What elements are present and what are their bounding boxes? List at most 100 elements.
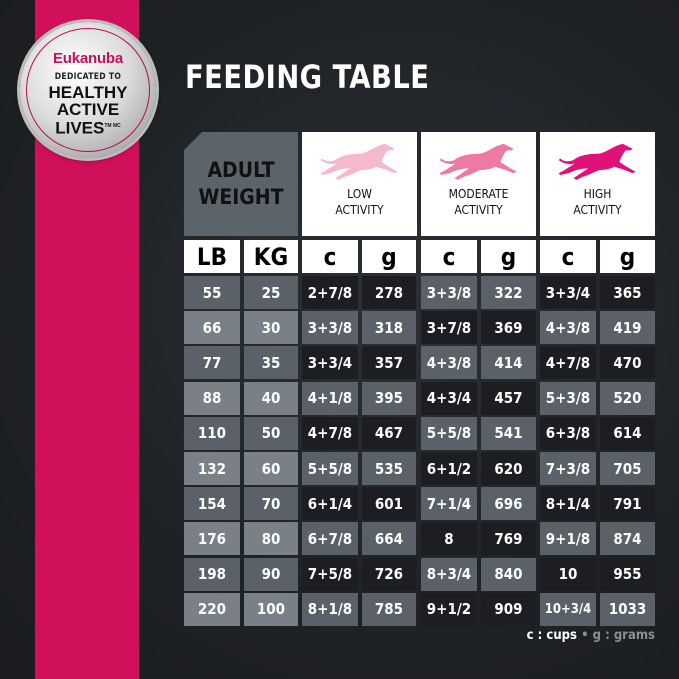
table-cell: 3+3/8 bbox=[421, 276, 477, 309]
table-cell: 4+3/4 bbox=[421, 381, 477, 415]
running-dog-icon bbox=[558, 143, 636, 180]
activity-label: LOW bbox=[347, 187, 372, 201]
table-cell: 77 bbox=[184, 346, 240, 380]
table-cell: 132 bbox=[184, 452, 240, 485]
table-cell: 467 bbox=[362, 416, 416, 450]
table-cell: 4+7/8 bbox=[302, 416, 358, 450]
table-cell: 520 bbox=[600, 381, 655, 415]
legend-separator: • bbox=[581, 628, 589, 643]
table-cell: 357 bbox=[362, 346, 416, 380]
table-cell: 9+1/8 bbox=[540, 522, 596, 556]
table-cell: 8+1/8 bbox=[302, 592, 358, 626]
table-cell: 541 bbox=[481, 416, 536, 450]
activity-header-low: LOW ACTIVITY bbox=[302, 132, 417, 236]
table-cell: 419 bbox=[600, 311, 655, 345]
table-cell: 4+7/8 bbox=[540, 346, 596, 380]
table-cell: 8+1/4 bbox=[540, 487, 596, 521]
badge-tagline: DEDICATED TO bbox=[54, 72, 122, 82]
table-cell: 705 bbox=[600, 452, 655, 485]
unit-header-c: c bbox=[302, 240, 358, 273]
table-cell: 55 bbox=[184, 276, 240, 309]
table-cell: 874 bbox=[600, 522, 655, 556]
table-cell: 601 bbox=[362, 487, 416, 521]
table-cell: 4+1/8 bbox=[302, 381, 358, 415]
brand-logo: Eukanuba bbox=[52, 50, 124, 67]
table-cell: 10 bbox=[540, 557, 596, 591]
table-cell: 70 bbox=[244, 487, 298, 521]
unit-header-kg: KG bbox=[244, 240, 298, 273]
legend-cups: c : cups bbox=[526, 628, 577, 643]
legend: c : cups • g : grams bbox=[527, 628, 655, 643]
table-cell: 6+1/2 bbox=[421, 452, 477, 485]
table-cell: 100 bbox=[244, 592, 298, 626]
table-cell: 3+3/4 bbox=[540, 276, 596, 309]
unit-header-g: g bbox=[481, 240, 536, 273]
table-cell: 726 bbox=[362, 557, 416, 591]
brand-badge: Eukanuba DEDICATED TO HEALTHY ACTIVE LIV… bbox=[20, 22, 156, 158]
badge-ring bbox=[26, 28, 150, 152]
table-cell: 66 bbox=[184, 311, 240, 345]
table-cell: 9+1/2 bbox=[421, 592, 477, 626]
table-cell: 7+3/8 bbox=[540, 452, 596, 485]
header-line: WEIGHT bbox=[198, 185, 284, 209]
unit-header-c: c bbox=[421, 240, 477, 273]
page-title: FEEDING TABLE bbox=[185, 58, 430, 96]
table-cell: 40 bbox=[244, 381, 298, 415]
activity-label: MODERATE bbox=[448, 187, 509, 201]
slogan-line: HEALTHY bbox=[48, 83, 128, 102]
table-cell: 840 bbox=[481, 557, 536, 591]
table-cell: 791 bbox=[600, 487, 655, 521]
table-cell: 154 bbox=[184, 487, 240, 521]
slogan-line: ACTIVE bbox=[56, 100, 120, 119]
table-cell: 220 bbox=[184, 592, 240, 626]
table-cell: 614 bbox=[600, 416, 655, 450]
table-cell: 7+5/8 bbox=[302, 557, 358, 591]
table-cell: 4+3/8 bbox=[421, 346, 477, 380]
table-cell: 909 bbox=[481, 592, 536, 626]
activity-header-moderate: MODERATE ACTIVITY bbox=[421, 132, 536, 236]
table-cell: 8 bbox=[421, 522, 477, 556]
table-cell: 2+7/8 bbox=[302, 276, 358, 309]
table-cell: 769 bbox=[481, 522, 536, 556]
table-cell: 470 bbox=[600, 346, 655, 380]
table-cell: 785 bbox=[362, 592, 416, 626]
table-cell: 3+7/8 bbox=[421, 311, 477, 345]
table-cell: 620 bbox=[481, 452, 536, 485]
running-dog-icon bbox=[320, 143, 398, 180]
badge-slogan: HEALTHY ACTIVE LIVESTM MC bbox=[20, 84, 156, 137]
unit-header-c: c bbox=[540, 240, 596, 273]
table-cell: 10+3/4 bbox=[540, 592, 596, 626]
table-cell: 322 bbox=[481, 276, 536, 309]
table-cell: 955 bbox=[600, 557, 655, 591]
table-cell: 6+1/4 bbox=[302, 487, 358, 521]
trademark: TM MC bbox=[104, 123, 121, 129]
unit-header-g: g bbox=[362, 240, 416, 273]
table-cell: 6+3/8 bbox=[540, 416, 596, 450]
running-dog-icon bbox=[439, 143, 517, 180]
table-cell: 198 bbox=[184, 557, 240, 591]
activity-label: HIGH bbox=[583, 187, 612, 201]
slogan-line: LIVESTM MC bbox=[55, 118, 121, 138]
activity-header-high: HIGH ACTIVITY bbox=[540, 132, 655, 236]
table-cell: 88 bbox=[184, 381, 240, 415]
table-cell: 3+3/8 bbox=[302, 311, 358, 345]
unit-header-g: g bbox=[600, 240, 655, 273]
table-cell: 176 bbox=[184, 522, 240, 556]
table-cell: 80 bbox=[244, 522, 298, 556]
table-cell: 318 bbox=[362, 311, 416, 345]
table-cell: 1033 bbox=[600, 592, 655, 626]
table-cell: 90 bbox=[244, 557, 298, 591]
table-cell: 7+1/4 bbox=[421, 487, 477, 521]
table-cell: 4+3/8 bbox=[540, 311, 596, 345]
table-cell: 25 bbox=[244, 276, 298, 309]
table-cell: 365 bbox=[600, 276, 655, 309]
table-cell: 3+3/4 bbox=[302, 346, 358, 380]
header-line: ADULT bbox=[207, 158, 275, 182]
table-cell: 369 bbox=[481, 311, 536, 345]
table-cell: 395 bbox=[362, 381, 416, 415]
table-cell: 5+5/8 bbox=[421, 416, 477, 450]
legend-grams: g : grams bbox=[592, 628, 655, 643]
table-cell: 35 bbox=[244, 346, 298, 380]
activity-label: ACTIVITY bbox=[573, 203, 622, 217]
table-cell: 278 bbox=[362, 276, 416, 309]
